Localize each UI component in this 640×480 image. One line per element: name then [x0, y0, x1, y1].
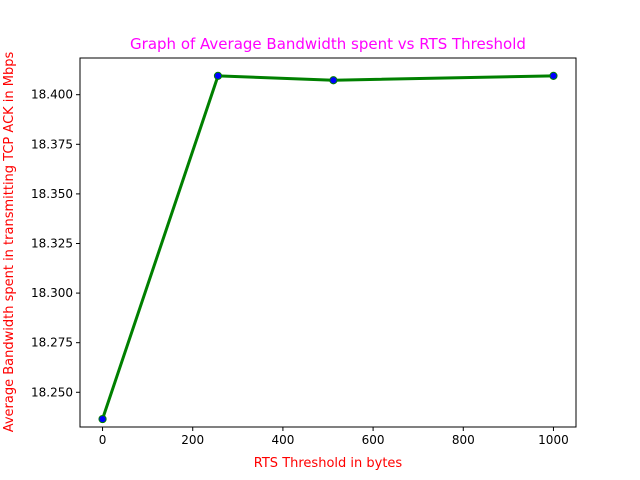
y-tick-label: 18.250 [31, 385, 73, 399]
data-point-marker [213, 71, 223, 80]
y-tick-label: 18.275 [31, 336, 73, 350]
y-tick-label: 18.300 [31, 286, 73, 300]
x-tick-label: 200 [181, 433, 204, 447]
x-tick-label: 0 [99, 433, 107, 447]
y-tick-label: 18.400 [31, 88, 73, 102]
y-tick-label: 18.325 [31, 236, 73, 250]
x-tick-label: 800 [452, 433, 475, 447]
data-point-marker [549, 71, 558, 80]
y-axis-label: Average Bandwidth spent in transmitting … [2, 51, 17, 432]
x-tick-label: 600 [362, 433, 385, 447]
plot-area: 0 200 400 600 800 1000 18.250 18.275 18.300 18.32… [31, 57, 577, 447]
axes-frame [79, 57, 577, 428]
y-tick-label: 18.350 [31, 187, 73, 201]
series-line [101, 74, 555, 421]
data-point-marker [98, 414, 107, 424]
y-tick-label: 18.375 [31, 137, 73, 151]
x-tick-label: 400 [271, 433, 294, 447]
x-tick-label: 1000 [538, 433, 569, 447]
data-point-marker [329, 76, 338, 85]
x-axis-label: RTS Threshold in bytes [254, 456, 403, 471]
chart-title: Graph of Average Bandwidth spent vs RTS … [130, 35, 526, 53]
